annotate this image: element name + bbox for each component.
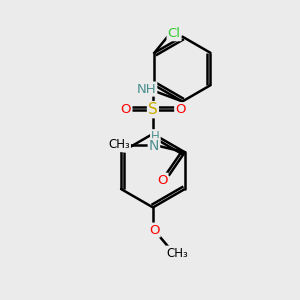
- Text: Cl: Cl: [168, 27, 181, 40]
- Text: O: O: [120, 103, 130, 116]
- Text: N: N: [149, 139, 159, 153]
- Text: O: O: [176, 103, 186, 116]
- Text: S: S: [148, 102, 158, 117]
- Text: NH: NH: [137, 82, 156, 95]
- Text: H: H: [151, 130, 160, 143]
- Text: CH₃: CH₃: [108, 138, 130, 151]
- Text: O: O: [157, 174, 167, 187]
- Text: O: O: [149, 224, 160, 237]
- Text: CH₃: CH₃: [167, 247, 188, 260]
